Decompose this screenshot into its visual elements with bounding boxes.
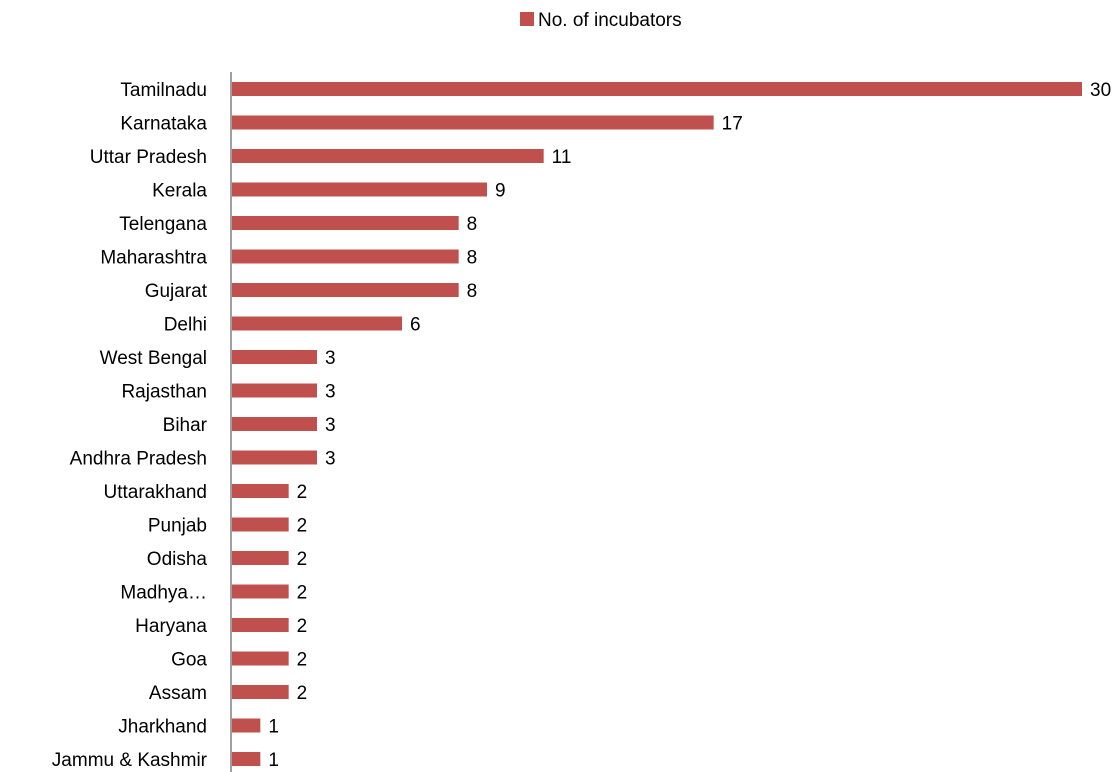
value-label-7: 6 [410, 315, 421, 336]
category-label-18: Assam [149, 683, 207, 704]
bar-14 [232, 551, 289, 565]
bar-16 [232, 618, 289, 632]
value-label-8: 3 [325, 348, 336, 369]
bar-17 [232, 651, 289, 666]
value-label-9: 3 [325, 382, 336, 403]
category-label-6: Gujarat [145, 281, 208, 302]
category-label-2: Uttar Pradesh [90, 147, 207, 168]
value-label-17: 2 [297, 650, 308, 671]
value-label-14: 2 [297, 549, 308, 570]
value-label-6: 8 [467, 281, 478, 302]
value-label-15: 2 [297, 583, 308, 604]
bar-0 [232, 82, 1082, 96]
value-label-16: 2 [297, 616, 308, 637]
category-label-13: Punjab [148, 516, 207, 537]
bar-6 [232, 283, 459, 297]
value-label-1: 17 [722, 114, 743, 135]
value-label-13: 2 [297, 516, 308, 537]
bar-13 [232, 517, 289, 532]
value-label-4: 8 [467, 214, 478, 235]
bar-7 [232, 316, 402, 331]
category-label-7: Delhi [164, 315, 207, 336]
category-label-16: Haryana [135, 616, 207, 637]
category-label-9: Rajasthan [121, 382, 207, 403]
value-label-20: 1 [268, 750, 279, 771]
category-label-1: Karnataka [120, 114, 207, 135]
value-label-12: 2 [297, 482, 308, 503]
value-label-3: 9 [495, 181, 506, 202]
bar-1 [232, 115, 714, 130]
bar-9 [232, 383, 317, 398]
category-label-0: Tamilnadu [120, 80, 207, 101]
value-label-5: 8 [467, 248, 478, 269]
bar-8 [232, 350, 317, 364]
value-label-2: 11 [552, 147, 572, 168]
bar-10 [232, 417, 317, 431]
category-label-8: West Bengal [100, 348, 207, 369]
bar-15 [232, 584, 289, 599]
chart-legend: No. of incubators [520, 10, 682, 31]
bar-2 [232, 149, 544, 163]
bars-group [232, 82, 1082, 766]
bar-11 [232, 450, 317, 465]
category-label-14: Odisha [147, 549, 208, 570]
category-label-19: Jharkhand [118, 717, 207, 738]
value-label-19: 1 [268, 717, 279, 738]
category-label-20: Jammu & Kashmir [52, 750, 208, 771]
category-label-3: Kerala [152, 181, 207, 202]
bar-5 [232, 249, 459, 264]
value-label-0: 30 [1090, 80, 1111, 101]
legend-swatch [520, 12, 534, 26]
category-label-11: Andhra Pradesh [70, 449, 207, 470]
bar-18 [232, 685, 289, 699]
category-label-12: Uttarakhand [103, 482, 207, 503]
bar-4 [232, 216, 459, 230]
category-label-4: Telengana [119, 214, 207, 235]
bar-20 [232, 752, 261, 766]
category-label-17: Goa [171, 650, 207, 671]
bar-19 [232, 718, 261, 733]
bar-12 [232, 484, 289, 498]
category-labels: Tamilnadu Karnataka Uttar Pradesh Kerala Tel… [52, 80, 208, 771]
value-label-11: 3 [325, 449, 336, 470]
bar-3 [232, 182, 487, 197]
category-label-10: Bihar [163, 415, 208, 436]
value-label-10: 3 [325, 415, 336, 436]
category-label-15: Madhya… [120, 583, 207, 604]
value-label-18: 2 [297, 683, 308, 704]
category-label-5: Maharashtra [100, 248, 207, 269]
legend-label: No. of incubators [538, 10, 682, 31]
